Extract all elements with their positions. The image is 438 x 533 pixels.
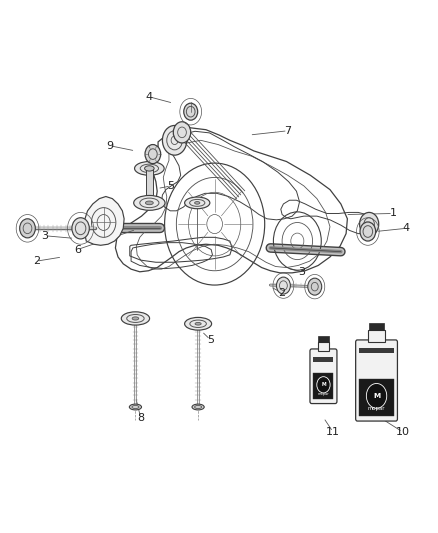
Ellipse shape <box>134 196 165 211</box>
Text: M: M <box>321 382 326 387</box>
Text: 4: 4 <box>403 223 410 233</box>
Bar <box>318 336 328 342</box>
Circle shape <box>308 278 322 295</box>
Bar <box>314 358 333 362</box>
Text: 6: 6 <box>74 245 81 255</box>
Circle shape <box>317 377 330 393</box>
Bar <box>314 373 333 399</box>
Ellipse shape <box>129 404 141 410</box>
Bar <box>359 379 394 416</box>
Circle shape <box>360 222 376 241</box>
Ellipse shape <box>185 317 212 330</box>
Text: 5: 5 <box>168 181 175 191</box>
FancyBboxPatch shape <box>356 340 397 421</box>
Bar <box>359 349 394 353</box>
Ellipse shape <box>145 166 154 171</box>
Circle shape <box>276 277 290 294</box>
Circle shape <box>366 383 387 408</box>
Text: 8: 8 <box>137 413 144 423</box>
Bar <box>369 323 384 330</box>
Ellipse shape <box>185 197 210 209</box>
Bar <box>318 342 329 351</box>
Ellipse shape <box>121 312 150 325</box>
Text: 3: 3 <box>298 267 305 277</box>
Ellipse shape <box>146 167 153 170</box>
Circle shape <box>184 103 198 120</box>
Text: 2: 2 <box>279 288 286 298</box>
Ellipse shape <box>132 317 139 320</box>
Circle shape <box>145 144 161 164</box>
Circle shape <box>72 217 89 239</box>
Polygon shape <box>84 197 124 245</box>
Text: 1: 1 <box>389 208 396 219</box>
Text: 11: 11 <box>326 427 340 437</box>
Circle shape <box>20 219 35 238</box>
Text: 2: 2 <box>33 256 40 266</box>
Ellipse shape <box>134 161 164 175</box>
Text: 4: 4 <box>146 92 153 102</box>
Ellipse shape <box>194 201 200 204</box>
Ellipse shape <box>145 201 153 205</box>
Circle shape <box>173 122 191 143</box>
Text: 7: 7 <box>284 126 291 136</box>
FancyBboxPatch shape <box>310 349 337 403</box>
Bar <box>368 330 385 342</box>
Ellipse shape <box>195 322 201 325</box>
Bar <box>146 168 153 203</box>
Ellipse shape <box>192 404 204 410</box>
Text: 10: 10 <box>396 427 410 437</box>
Text: 5: 5 <box>207 335 214 345</box>
Text: mopar: mopar <box>318 392 329 395</box>
Text: mopar: mopar <box>368 406 385 411</box>
Text: 9: 9 <box>106 141 113 151</box>
Text: M: M <box>373 393 380 399</box>
Text: 3: 3 <box>42 231 49 241</box>
Circle shape <box>162 125 187 155</box>
Circle shape <box>360 213 379 236</box>
